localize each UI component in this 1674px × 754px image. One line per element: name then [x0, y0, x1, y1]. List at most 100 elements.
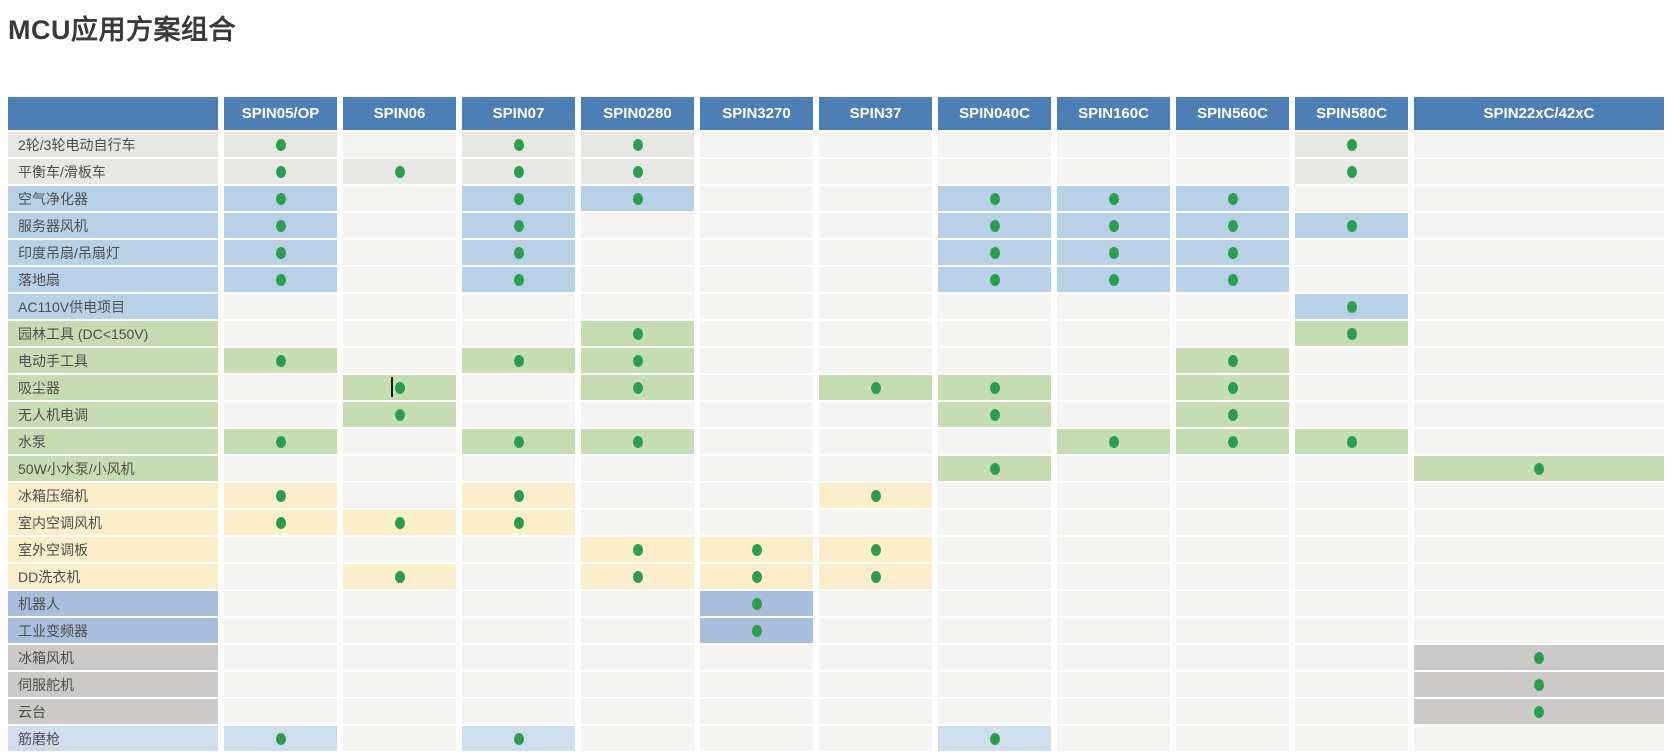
matrix-cell	[462, 645, 575, 670]
matrix-cell	[1295, 186, 1408, 211]
support-dot-icon	[1346, 327, 1357, 340]
matrix-cell	[938, 672, 1051, 697]
matrix-cell	[819, 618, 932, 643]
support-dot-icon	[1346, 300, 1357, 313]
matrix-cell	[1295, 564, 1408, 589]
support-dot-icon	[1346, 165, 1357, 178]
matrix-cell	[938, 591, 1051, 616]
support-dot-icon	[989, 408, 1000, 421]
column-header-spin05-op: SPIN05/OP	[224, 97, 337, 130]
matrix-cell	[819, 510, 932, 535]
matrix-cell	[700, 483, 813, 508]
matrix-cell	[1176, 699, 1289, 724]
row-label: 吸尘器	[8, 375, 218, 400]
matrix-cell	[700, 186, 813, 211]
matrix-cell	[1176, 564, 1289, 589]
support-dot-icon	[870, 543, 881, 556]
matrix-cell	[1176, 483, 1289, 508]
support-dot-icon	[989, 273, 1000, 286]
matrix-cell	[1176, 186, 1289, 211]
matrix-cell	[1057, 186, 1170, 211]
matrix-cell	[1414, 537, 1664, 562]
matrix-cell	[343, 294, 456, 319]
column-header-spin580c: SPIN580C	[1295, 97, 1408, 130]
matrix-cell	[819, 726, 932, 751]
table-row: 落地扇	[8, 267, 1674, 292]
matrix-cell	[938, 267, 1051, 292]
mcu-application-matrix: SPIN05/OP SPIN06 SPIN07 SPIN0280 SPIN3270 SPI…	[8, 97, 1674, 751]
matrix-cell	[462, 672, 575, 697]
column-header-spin0280: SPIN0280	[581, 97, 694, 130]
matrix-cell	[938, 726, 1051, 751]
matrix-cell	[700, 510, 813, 535]
matrix-cell	[462, 726, 575, 751]
matrix-cell	[1414, 483, 1664, 508]
matrix-cell	[343, 429, 456, 454]
matrix-cell	[938, 240, 1051, 265]
table-row: 50W小水泵/小风机	[8, 456, 1674, 481]
matrix-cell	[938, 348, 1051, 373]
table-row: 云台	[8, 699, 1674, 724]
matrix-cell	[224, 213, 337, 238]
row-label: 印度吊扇/吊扇灯	[8, 240, 218, 265]
matrix-cell	[581, 672, 694, 697]
matrix-cell	[700, 456, 813, 481]
support-dot-icon	[394, 165, 405, 178]
matrix-cell	[1414, 726, 1664, 751]
matrix-cell	[581, 537, 694, 562]
matrix-cell	[700, 348, 813, 373]
table-row: 伺服舵机	[8, 672, 1674, 697]
support-dot-icon	[751, 597, 762, 610]
support-dot-icon	[989, 462, 1000, 475]
matrix-cell	[1057, 429, 1170, 454]
row-label: 工业变频器	[8, 618, 218, 643]
table-row: 电动手工具	[8, 348, 1674, 373]
row-label: AC110V供电项目	[8, 294, 218, 319]
matrix-cell	[462, 591, 575, 616]
matrix-cell	[700, 591, 813, 616]
table-row: 室外空调板	[8, 537, 1674, 562]
table-row: 筋磨枪	[8, 726, 1674, 751]
column-header-spin560c: SPIN560C	[1176, 97, 1289, 130]
row-label: 云台	[8, 699, 218, 724]
support-dot-icon	[989, 732, 1000, 745]
matrix-cell	[581, 402, 694, 427]
matrix-cell	[1295, 213, 1408, 238]
matrix-cell	[700, 240, 813, 265]
support-dot-icon	[275, 246, 286, 259]
matrix-cell	[1414, 645, 1664, 670]
matrix-cell	[462, 537, 575, 562]
support-dot-icon	[513, 516, 524, 529]
matrix-cell	[224, 564, 337, 589]
support-dot-icon	[632, 435, 643, 448]
support-dot-icon	[1108, 435, 1119, 448]
matrix-cell	[1414, 564, 1664, 589]
matrix-cell	[1057, 456, 1170, 481]
matrix-cell	[343, 591, 456, 616]
matrix-cell	[343, 645, 456, 670]
support-dot-icon	[513, 489, 524, 502]
support-dot-icon	[275, 435, 286, 448]
support-dot-icon	[632, 192, 643, 205]
matrix-cell	[1295, 294, 1408, 319]
matrix-cell	[819, 537, 932, 562]
table-row: 服务器风机	[8, 213, 1674, 238]
matrix-cell	[224, 456, 337, 481]
support-dot-icon	[275, 489, 286, 502]
support-dot-icon	[1346, 435, 1357, 448]
matrix-cell	[1295, 375, 1408, 400]
matrix-cell	[1295, 402, 1408, 427]
support-dot-icon	[751, 624, 762, 637]
matrix-cell	[1414, 294, 1664, 319]
table-row: 工业变频器	[8, 618, 1674, 643]
matrix-cell	[581, 132, 694, 157]
row-label: 无人机电调	[8, 402, 218, 427]
matrix-cell	[819, 240, 932, 265]
matrix-cell	[1414, 213, 1664, 238]
row-label: 园林工具 (DC<150V)	[8, 321, 218, 346]
matrix-cell	[1176, 348, 1289, 373]
table-row: 无人机电调	[8, 402, 1674, 427]
matrix-cell	[224, 240, 337, 265]
matrix-cell	[1295, 429, 1408, 454]
matrix-cell	[819, 294, 932, 319]
